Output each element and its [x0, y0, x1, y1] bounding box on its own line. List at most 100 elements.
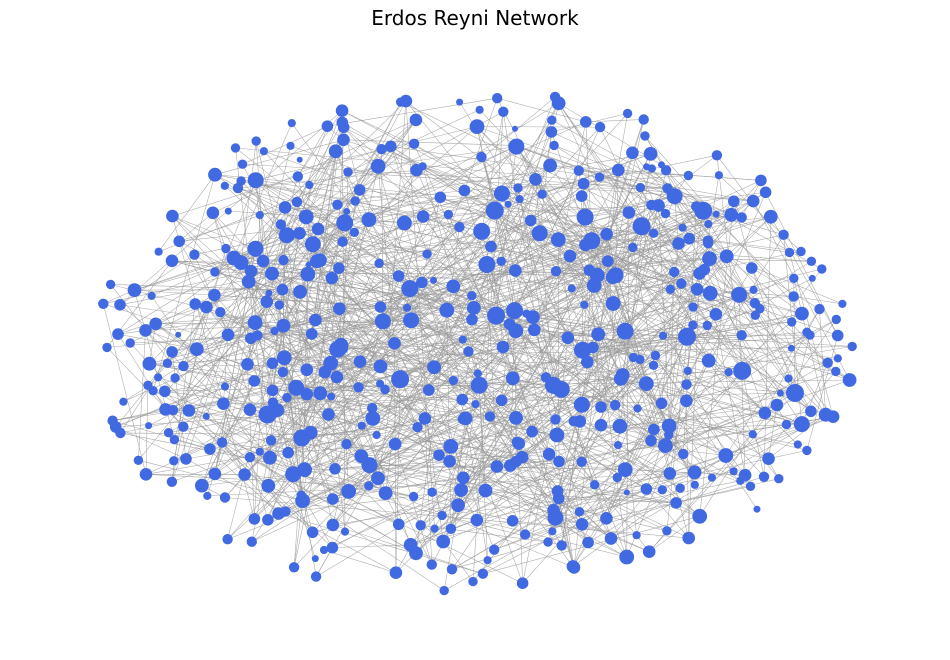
- network-edge: [332, 378, 513, 500]
- network-edge: [478, 385, 488, 561]
- network-node: [139, 324, 152, 337]
- network-node: [263, 450, 277, 465]
- network-edge: [342, 122, 360, 190]
- network-node: [329, 340, 347, 358]
- network-node: [238, 468, 251, 481]
- network-node: [300, 387, 314, 401]
- network-edge: [585, 119, 644, 123]
- network-edge: [476, 126, 601, 128]
- network-node: [210, 267, 220, 277]
- network-node: [343, 208, 351, 215]
- network-edge: [147, 351, 173, 386]
- network-edge: [545, 377, 726, 456]
- network-edge: [196, 348, 700, 517]
- network-edge: [553, 243, 679, 386]
- network-node: [374, 258, 384, 268]
- network-node: [795, 306, 809, 321]
- network-node: [566, 560, 580, 573]
- network-node: [580, 300, 589, 309]
- network-edge: [462, 418, 523, 584]
- network-edge: [442, 488, 647, 516]
- network-node: [266, 357, 279, 370]
- network-node: [573, 396, 590, 413]
- network-node: [328, 144, 343, 159]
- network-node: [337, 236, 348, 247]
- network-node: [107, 415, 118, 426]
- network-edge: [263, 246, 492, 262]
- network-edge: [369, 419, 556, 466]
- network-edge: [172, 215, 256, 249]
- network-node: [220, 382, 230, 391]
- network-node: [691, 201, 702, 212]
- network-edge: [583, 183, 671, 290]
- network-node: [838, 299, 847, 308]
- network-node: [265, 435, 277, 446]
- network-node: [550, 266, 562, 277]
- network-edge: [173, 307, 207, 461]
- network-node: [403, 312, 420, 329]
- network-node: [594, 418, 608, 432]
- network-node: [617, 462, 633, 477]
- network-node: [373, 359, 388, 374]
- network-edge: [347, 171, 754, 202]
- network-node: [670, 497, 682, 509]
- network-node: [580, 116, 592, 128]
- network-node: [286, 141, 295, 150]
- network-node: [781, 419, 792, 430]
- network-node: [616, 322, 634, 340]
- network-node: [516, 577, 529, 589]
- network-node: [498, 106, 509, 118]
- network-edge: [171, 260, 399, 277]
- network-edge: [237, 169, 417, 189]
- network-node: [163, 428, 174, 438]
- network-node: [622, 108, 633, 119]
- network-node: [262, 514, 274, 526]
- network-node: [336, 214, 354, 232]
- network-node: [508, 323, 524, 339]
- network-node: [220, 181, 229, 190]
- network-node: [166, 346, 178, 358]
- network-edge: [323, 549, 396, 573]
- network-edge: [332, 491, 433, 548]
- network-node: [458, 184, 471, 197]
- network-edge: [554, 96, 630, 213]
- network-node: [556, 540, 567, 551]
- network-edge: [222, 442, 289, 453]
- network-node: [443, 209, 454, 220]
- network-edge: [307, 216, 771, 275]
- network-edge: [416, 170, 589, 543]
- network-node: [494, 185, 510, 202]
- network-node: [551, 96, 566, 111]
- network-node: [256, 254, 270, 268]
- network-node: [802, 445, 812, 456]
- network-node: [652, 199, 665, 212]
- network-node: [423, 384, 435, 396]
- network-edge: [337, 334, 599, 350]
- network-node: [515, 195, 524, 204]
- network-edge: [763, 216, 772, 477]
- network-node: [490, 460, 504, 473]
- network-node: [543, 537, 553, 547]
- network-edge: [240, 262, 329, 415]
- network-edge: [438, 454, 626, 470]
- network-node: [175, 331, 182, 338]
- network-edge: [516, 145, 695, 473]
- network-edge: [610, 370, 743, 539]
- network-node: [579, 238, 592, 252]
- network-node: [376, 379, 385, 388]
- network-node: [712, 210, 720, 218]
- network-node: [255, 447, 264, 456]
- network-node: [457, 471, 470, 485]
- network-node: [808, 274, 816, 282]
- network-node: [512, 437, 526, 450]
- network-edge: [534, 329, 796, 394]
- network-edge: [395, 152, 633, 573]
- network-edge: [168, 432, 294, 475]
- network-node: [102, 342, 112, 353]
- network-edge: [398, 275, 595, 286]
- network-edge: [554, 96, 727, 456]
- network-edge: [641, 226, 687, 385]
- network-edge: [242, 164, 338, 350]
- network-node: [702, 285, 718, 301]
